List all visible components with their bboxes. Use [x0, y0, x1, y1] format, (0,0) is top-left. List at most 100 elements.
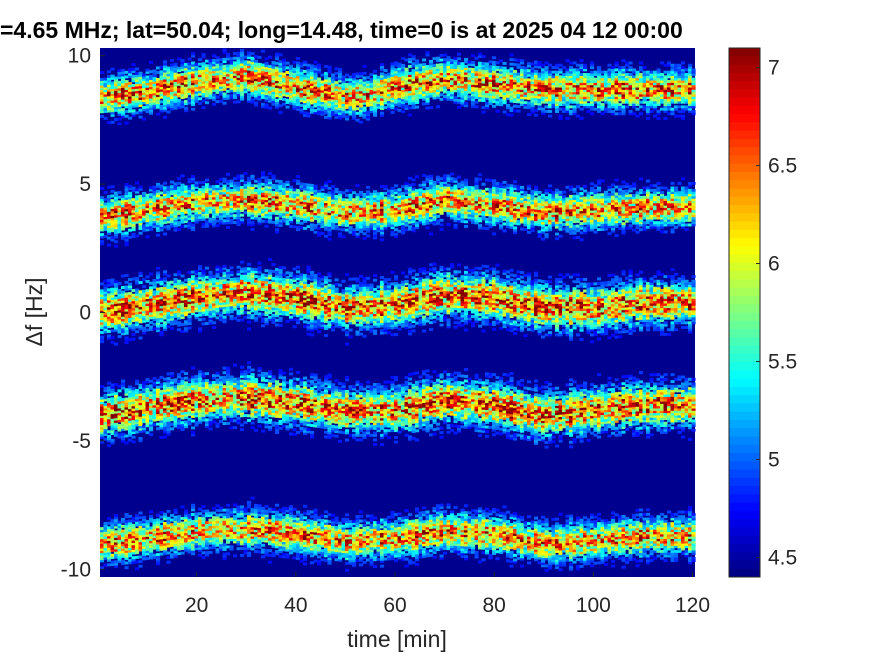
heatmap-cell: [191, 376, 195, 379]
heatmap-cell: [191, 520, 195, 523]
heatmap-cell: [226, 90, 230, 93]
heatmap-cell: [254, 275, 258, 278]
heatmap-cell: [135, 380, 139, 383]
heatmap-cell: [149, 186, 153, 189]
heatmap-cell: [100, 71, 104, 74]
heatmap-cell: [142, 192, 146, 195]
heatmap-cell: [153, 377, 157, 380]
heatmap-cell: [181, 73, 185, 76]
heatmap-cell: [258, 550, 262, 553]
heatmap-cell: [111, 439, 115, 442]
heatmap-cell: [139, 195, 143, 198]
heatmap-cell: [268, 554, 272, 557]
heatmap-cell: [265, 225, 269, 228]
heatmap-cell: [198, 58, 202, 61]
heatmap-cell: [111, 554, 115, 557]
heatmap-cell: [198, 272, 202, 275]
heatmap-cell: [107, 70, 111, 73]
heatmap-cell: [212, 275, 216, 278]
heatmap-cell: [114, 280, 118, 283]
heatmap-cell: [174, 182, 178, 185]
heatmap-cell: [279, 219, 283, 222]
heatmap-cell: [149, 70, 153, 73]
heatmap-cell: [107, 330, 111, 333]
heatmap-cell: [275, 99, 279, 102]
heatmap-cell: [132, 289, 136, 292]
heatmap-cell: [275, 53, 279, 56]
heatmap-cell: [170, 185, 174, 188]
heatmap-cell: [268, 270, 272, 273]
heatmap-cell: [121, 286, 125, 289]
heatmap-cell: [230, 189, 234, 192]
heatmap-cell: [195, 63, 199, 66]
heatmap-cell: [107, 430, 111, 433]
heatmap-cell: [233, 317, 237, 320]
heatmap-cell: [279, 420, 283, 423]
heatmap-cell: [202, 186, 206, 189]
heatmap-cell: [191, 52, 195, 55]
heatmap-cell: [114, 192, 118, 195]
heatmap-cell: [219, 100, 223, 103]
heatmap-cell: [251, 314, 255, 317]
heatmap-cell: [118, 385, 122, 388]
heatmap-cell: [163, 186, 167, 189]
heatmap-cell: [100, 282, 104, 285]
heatmap-cell: [202, 223, 206, 226]
heatmap-cell: [118, 196, 122, 199]
heatmap-cell: [188, 315, 192, 318]
heatmap-cell: [160, 196, 164, 199]
heatmap-cell: [261, 555, 265, 558]
heatmap-cell: [251, 422, 255, 425]
heatmap-cell: [132, 68, 136, 71]
heatmap-cell: [139, 272, 143, 275]
heatmap-cell: [247, 218, 251, 221]
heatmap-cell: [275, 550, 279, 553]
heatmap-cell: [268, 561, 272, 564]
heatmap-cell: [268, 281, 272, 284]
heatmap-cell: [146, 520, 150, 523]
heatmap-cell: [149, 273, 153, 276]
heatmap-cell: [139, 337, 143, 340]
heatmap-cell: [118, 81, 122, 84]
heatmap-cell: [188, 327, 192, 330]
heatmap-cell: [223, 178, 227, 181]
heatmap-cell: [205, 551, 209, 554]
heatmap-cell: [251, 497, 255, 500]
heatmap-cell: [153, 423, 157, 426]
heatmap-cell: [177, 177, 181, 180]
heatmap-cell: [265, 274, 269, 277]
heatmap-cell: [177, 187, 181, 190]
heatmap-cell: [212, 59, 216, 62]
heatmap-cell: [202, 505, 206, 508]
heatmap-cell: [191, 224, 195, 227]
heatmap-cell: [125, 274, 129, 277]
heatmap-cell: [153, 327, 157, 330]
heatmap-cell: [254, 429, 258, 432]
heatmap-cell: [258, 374, 262, 377]
heatmap-cell: [258, 275, 262, 278]
heatmap-cell: [237, 52, 241, 55]
heatmap-cell: [212, 103, 216, 106]
heatmap-cell: [247, 501, 251, 504]
heatmap-cell: [212, 516, 216, 519]
heatmap-cell: [272, 421, 276, 424]
heatmap-cell: [170, 423, 174, 426]
heatmap-cell: [135, 528, 139, 531]
heatmap-cell: [100, 336, 104, 339]
heatmap-cell: [202, 106, 206, 109]
heatmap-cell: [118, 282, 122, 285]
heatmap-cell: [216, 180, 220, 183]
heatmap-cell: [244, 211, 248, 214]
heatmap-cell: [156, 113, 160, 116]
heatmap-cell: [156, 234, 160, 237]
heatmap-cell: [251, 368, 255, 371]
heatmap-cell: [156, 379, 160, 382]
heatmap-cell: [279, 383, 283, 386]
heatmap-cell: [167, 517, 171, 520]
heatmap-cell: [233, 221, 237, 224]
heatmap-cell: [205, 276, 209, 279]
heatmap-cell: [188, 62, 192, 65]
heatmap-cell: [100, 397, 104, 400]
heatmap-cell: [132, 436, 136, 439]
heatmap-cell: [230, 376, 234, 379]
